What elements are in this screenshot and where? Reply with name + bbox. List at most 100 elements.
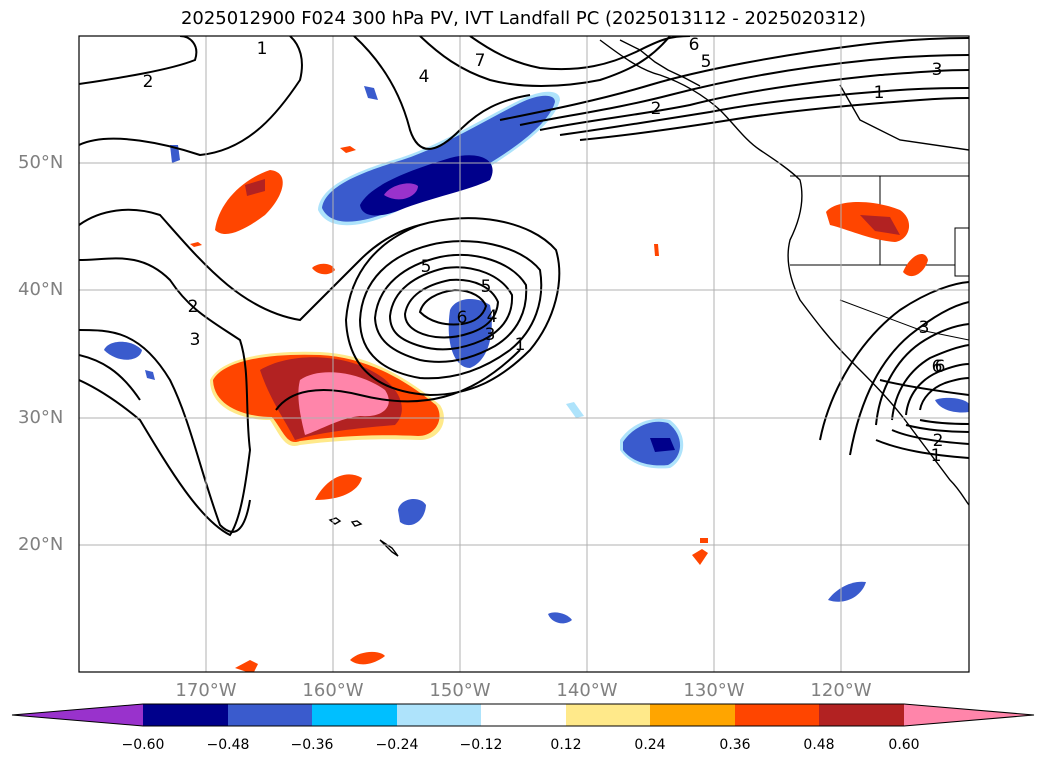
gridlines <box>79 36 969 672</box>
contour-line <box>79 36 303 157</box>
lon-label: 150°W <box>429 680 491 701</box>
contour-label: 4 <box>487 307 498 327</box>
pv-anomaly-blob <box>360 155 493 216</box>
contour-line <box>419 36 671 87</box>
contour-label: 5 <box>421 257 432 277</box>
contour-line <box>469 36 691 71</box>
pv-anomaly-blob <box>935 397 969 413</box>
pv-anomaly-blob <box>828 581 866 602</box>
contour-label: 3 <box>190 330 201 350</box>
pv-anomaly-blob <box>903 253 928 277</box>
pv-anomaly-blob <box>170 145 180 163</box>
ivt-contours <box>79 36 969 537</box>
contour-line <box>79 329 251 533</box>
contour-label: 2 <box>188 297 199 317</box>
pv-anomaly-blob <box>548 612 572 624</box>
contour-line <box>849 301 969 456</box>
colorbar-segment <box>904 704 1034 726</box>
contour-label: 7 <box>475 51 486 71</box>
pv-negative-shading <box>104 86 969 624</box>
contour-label: 5 <box>701 52 712 72</box>
contour-label: 6 <box>689 35 700 55</box>
colorbar-tick-label: 0.48 <box>803 737 835 753</box>
colorbar-tick-label: 0.24 <box>634 737 666 753</box>
contour-line <box>875 323 969 426</box>
colorbar-segment <box>735 704 819 726</box>
contour-line <box>79 208 421 322</box>
colorbar-segment <box>904 704 905 726</box>
colorbar-segment <box>397 704 481 726</box>
contour-label: 2 <box>933 431 944 451</box>
pv-anomaly-blob <box>566 402 584 418</box>
contour-label: 1 <box>257 39 268 59</box>
map-title: 2025012900 F024 300 hPa PV, IVT Landfall… <box>180 8 867 29</box>
colorbar-segment <box>566 704 650 726</box>
contour-line <box>891 429 969 445</box>
pv-anomaly-blob <box>700 538 708 543</box>
colorbar-segment <box>228 704 312 726</box>
pv-anomaly-blob <box>398 498 426 526</box>
contour-line <box>373 254 528 363</box>
pv-anomaly-blob <box>190 242 202 247</box>
pv-anomaly-blob <box>312 263 335 275</box>
contour-label: 2 <box>651 99 662 119</box>
contour-line <box>358 240 543 380</box>
lon-label: 120°W <box>810 680 872 701</box>
colorbar-segment <box>12 704 143 726</box>
pv-anomaly-blob <box>215 170 283 235</box>
pv-anomaly-blob <box>104 341 142 360</box>
contour-label: 1 <box>515 335 526 355</box>
contour-line <box>891 344 969 421</box>
coastline <box>328 39 969 557</box>
pv-anomaly-blob <box>623 421 681 466</box>
contour-line <box>499 37 969 121</box>
contour-line <box>353 36 531 150</box>
contour-line <box>875 439 969 459</box>
contour-line <box>418 288 488 326</box>
contour-line <box>79 354 141 401</box>
contour-label: 3 <box>932 60 943 80</box>
political-borders <box>790 175 969 341</box>
contour-label: 2 <box>143 72 154 92</box>
pv-anomaly-blob <box>245 179 265 196</box>
colorbar-tick-label: 0.36 <box>719 737 751 753</box>
lat-label: 30°N <box>18 407 64 428</box>
contour-label: 4 <box>419 67 430 87</box>
pv-anomaly-blob <box>340 146 356 153</box>
contour-line <box>79 36 198 85</box>
contour-line <box>275 349 521 411</box>
lon-label: 170°W <box>175 680 237 701</box>
colorbar-tick-label: −0.24 <box>375 737 419 753</box>
contour-label: 3 <box>919 318 930 338</box>
colorbar <box>11 703 1035 727</box>
contour-line <box>539 69 969 131</box>
colorbar-segment <box>312 704 397 726</box>
contour-label: 5 <box>481 277 492 297</box>
pv-anomaly-blob <box>315 474 362 500</box>
contour-label: 6 <box>457 308 468 328</box>
pv-anomaly-blob <box>364 86 378 100</box>
pv-anomaly-blob <box>322 95 555 222</box>
contour-line <box>403 278 500 339</box>
contour-label: 1 <box>874 83 885 103</box>
contour-line <box>519 54 969 126</box>
contour-line <box>879 379 969 396</box>
contour-label: 3 <box>485 325 496 345</box>
contour-line <box>919 377 969 411</box>
lat-label: 40°N <box>18 279 64 300</box>
colorbar-segment <box>650 704 735 726</box>
contour-line <box>559 87 969 136</box>
colorbar-tick-label: −0.36 <box>290 737 334 753</box>
contour-label: 1 <box>931 446 942 466</box>
lat-label: 50°N <box>18 152 64 173</box>
plot-frame <box>78 35 970 673</box>
pv-anomaly-blob <box>235 660 258 672</box>
contour-line <box>388 266 514 351</box>
pv-anomaly-blob <box>384 183 418 200</box>
colorbar-segment <box>481 704 566 726</box>
lat-label: 20°N <box>18 534 64 555</box>
lon-label: 130°W <box>683 680 745 701</box>
colorbar-tick-label: −0.12 <box>459 737 503 753</box>
contour-line <box>819 281 969 441</box>
pv-anomaly-blob <box>860 215 900 235</box>
